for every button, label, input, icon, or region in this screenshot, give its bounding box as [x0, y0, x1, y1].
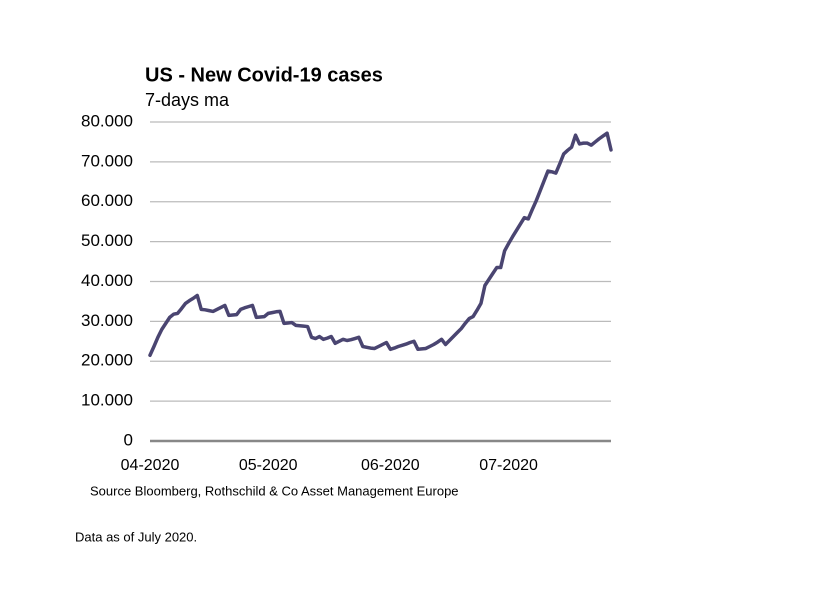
y-tick-label: 80.000 [81, 111, 133, 130]
y-tick-label: 30.000 [81, 311, 133, 330]
y-tick-label: 0 [124, 430, 133, 449]
chart-subtitle: 7-days ma [145, 90, 230, 110]
y-tick-label: 10.000 [81, 391, 133, 410]
chart-title: US - New Covid-19 cases [145, 64, 383, 86]
y-tick-label: 70.000 [81, 151, 133, 170]
y-tick-label: 50.000 [81, 231, 133, 250]
y-tick-label: 60.000 [81, 191, 133, 210]
data-line [148, 131, 613, 358]
x-tick-label: 06-2020 [361, 457, 420, 474]
source: Source Bloomberg, Rothschild & Co Asset … [90, 483, 459, 498]
x-tick-label: 07-2020 [479, 457, 538, 474]
y-tick-label: 40.000 [81, 271, 133, 290]
note: Data as of July 2020. [75, 529, 197, 544]
y-tick-label: 20.000 [81, 351, 133, 370]
x-tick-label: 05-2020 [239, 457, 298, 474]
x-tick-label: 04-2020 [121, 457, 180, 474]
